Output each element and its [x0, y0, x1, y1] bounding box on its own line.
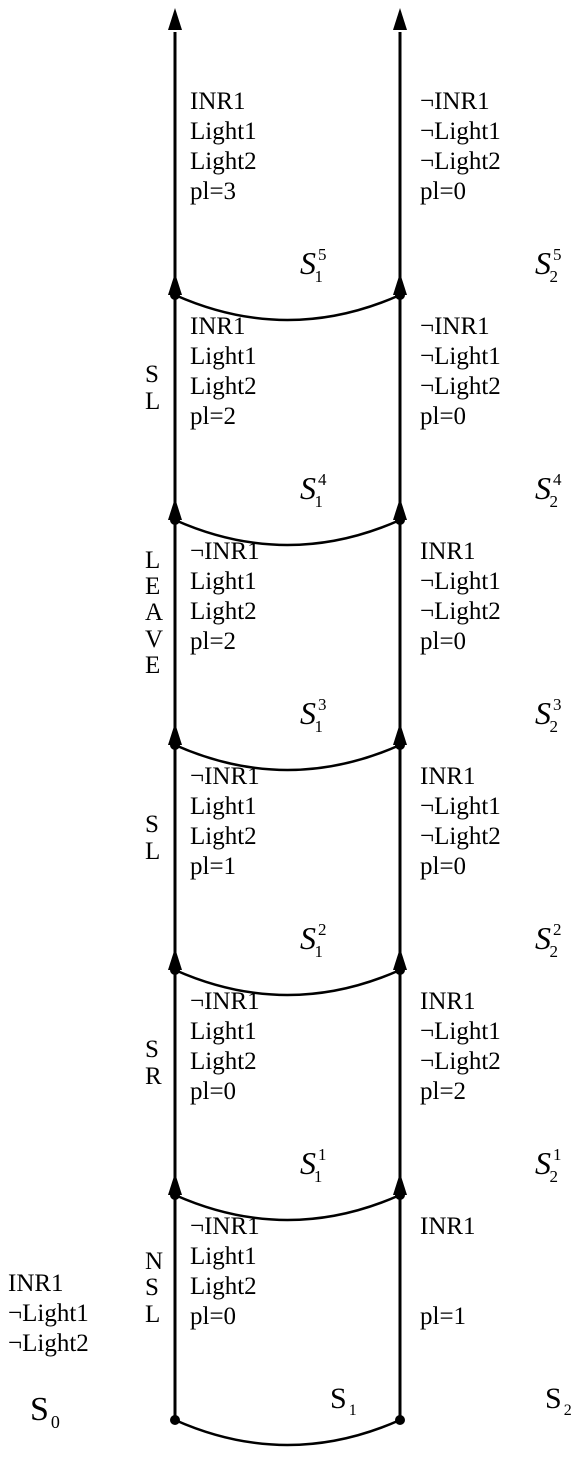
action-letter: S: [145, 361, 159, 390]
col1-prop: pl=2: [190, 628, 236, 657]
col2-prop: ¬Light1: [420, 793, 501, 822]
col1-prop: Light1: [190, 343, 257, 372]
initial-prop: ¬Light1: [8, 1300, 89, 1329]
col2-prop: ¬Light2: [420, 1048, 501, 1077]
action-letter: A: [145, 599, 163, 628]
state-label: S51: [300, 245, 333, 282]
state-label: S22: [535, 920, 568, 957]
col2-prop: INR1: [420, 1213, 476, 1242]
col1-prop: Light2: [190, 148, 257, 177]
col1-prop: Light2: [190, 373, 257, 402]
col1-prop: pl=3: [190, 178, 236, 207]
col1-prop: pl=1: [190, 853, 236, 882]
col1-prop: pl=2: [190, 403, 236, 432]
action-letter: N: [145, 1248, 163, 1277]
col2-prop: pl=0: [420, 853, 466, 882]
col2-prop: ¬Light1: [420, 118, 501, 147]
col1-prop: Light2: [190, 1273, 257, 1302]
col2-prop: ¬Light1: [420, 568, 501, 597]
state-label: S52: [535, 245, 568, 282]
state-label: S42: [535, 470, 568, 507]
col1-prop: Light1: [190, 118, 257, 147]
action-letter: L: [145, 1301, 160, 1330]
col1-prop: pl=0: [190, 1303, 236, 1332]
state-label: S31: [300, 695, 333, 732]
state-label: S2: [545, 1382, 570, 1417]
col2-prop: pl=0: [420, 403, 466, 432]
state-label: S41: [300, 470, 333, 507]
action-letter: L: [145, 388, 160, 417]
col2-prop: INR1: [420, 988, 476, 1017]
action-letter: L: [145, 838, 160, 867]
action-letter: E: [145, 573, 160, 602]
col2-prop: ¬Light2: [420, 598, 501, 627]
col1-prop: ¬INR1: [190, 988, 260, 1017]
action-letter: S: [145, 1036, 159, 1065]
col2-prop: ¬Light2: [420, 148, 501, 177]
col1-prop: Light2: [190, 1048, 257, 1077]
action-letter: R: [145, 1063, 162, 1092]
col2-prop: ¬INR1: [420, 313, 490, 342]
col1-prop: Light1: [190, 1243, 257, 1272]
col1-prop: Light1: [190, 793, 257, 822]
col2-prop: INR1: [420, 763, 476, 792]
initial-prop: ¬Light2: [8, 1330, 89, 1359]
col1-prop: ¬INR1: [190, 763, 260, 792]
state-label: S1: [330, 1382, 355, 1417]
col2-prop: ¬INR1: [420, 88, 490, 117]
col1-prop: Light2: [190, 823, 257, 852]
col1-prop: INR1: [190, 313, 246, 342]
col1-prop: ¬INR1: [190, 538, 260, 567]
action-letter: L: [145, 547, 160, 576]
state-label: S12: [535, 1145, 568, 1182]
state-label: S11: [300, 1145, 332, 1182]
col2-prop: INR1: [420, 538, 476, 567]
state-label: S0: [30, 1390, 58, 1429]
state-label: S32: [535, 695, 568, 732]
action-letter: S: [145, 1274, 159, 1303]
action-letter: E: [145, 652, 160, 681]
col2-prop: ¬Light1: [420, 1018, 501, 1047]
action-letter: S: [145, 811, 159, 840]
col1-prop: pl=0: [190, 1078, 236, 1107]
col2-prop: pl=0: [420, 178, 466, 207]
action-letter: V: [145, 626, 163, 655]
diagram-canvas: [0, 0, 584, 1462]
state-label: S21: [300, 920, 333, 957]
col2-prop: pl=1: [420, 1303, 466, 1332]
initial-prop: INR1: [8, 1270, 64, 1299]
col2-prop: pl=2: [420, 1078, 466, 1107]
col2-prop: ¬Light1: [420, 343, 501, 372]
col2-prop: pl=0: [420, 628, 466, 657]
col2-prop: ¬Light2: [420, 373, 501, 402]
col1-prop: INR1: [190, 88, 246, 117]
col2-prop: ¬Light2: [420, 823, 501, 852]
col1-prop: Light2: [190, 598, 257, 627]
col1-prop: ¬INR1: [190, 1213, 260, 1242]
col1-prop: Light1: [190, 568, 257, 597]
col1-prop: Light1: [190, 1018, 257, 1047]
